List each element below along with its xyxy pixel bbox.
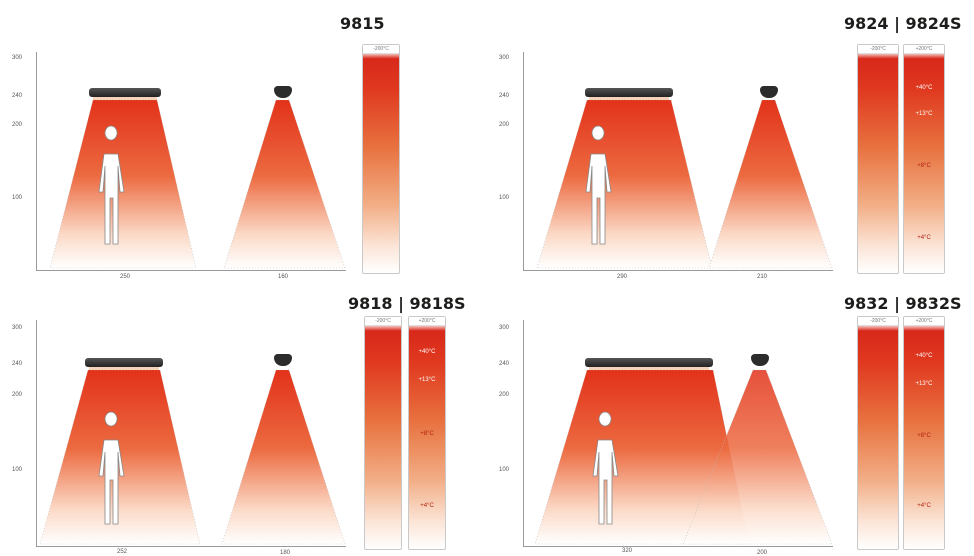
panel-title: 9824 | 9824S bbox=[844, 14, 962, 33]
diagram-panel-9824: 9824 | 9824S 300 240 200 100 290 210 -20… bbox=[487, 0, 974, 280]
y-axis bbox=[36, 52, 37, 270]
y-tick-label: 100 bbox=[12, 195, 23, 201]
y-tick-label: 240 bbox=[499, 361, 510, 367]
heater-bar bbox=[585, 358, 713, 370]
x-distance-label: 250 bbox=[120, 274, 131, 280]
temperature-scale: -200°C bbox=[857, 316, 899, 550]
heat-beams bbox=[39, 369, 346, 545]
x-axis bbox=[523, 270, 833, 271]
heater-bar bbox=[85, 358, 163, 370]
person-silhouette bbox=[585, 125, 612, 245]
y-tick-label: 100 bbox=[499, 467, 510, 473]
temperature-header: -200°C bbox=[363, 45, 399, 54]
panel-title: 9832 | 9832S bbox=[844, 294, 962, 313]
x-axis bbox=[36, 546, 346, 547]
temperature-header: -200°C bbox=[858, 45, 898, 54]
y-tick-label: 240 bbox=[499, 93, 510, 99]
panel-title: 9818 | 9818S bbox=[348, 294, 466, 313]
x-distance-label: 320 bbox=[622, 548, 633, 554]
temperature-label: +8°C bbox=[917, 163, 931, 169]
temperature-scale-labelled: +200°C +40°C +13°C +8°C +4°C bbox=[903, 316, 945, 550]
y-axis bbox=[523, 52, 524, 270]
heat-beam-narrow bbox=[221, 369, 346, 545]
x-axis bbox=[523, 546, 833, 547]
x-axis bbox=[36, 270, 346, 271]
y-tick-label: 300 bbox=[499, 55, 510, 61]
x-distance-label: 252 bbox=[117, 549, 128, 555]
diagram-panel-9815: 9815 300 240 200 100 250 160 -200°C bbox=[0, 0, 487, 280]
temperature-scale: -200°C bbox=[362, 44, 400, 274]
heat-beam-narrow bbox=[682, 369, 833, 545]
temperature-scale: -200°C bbox=[857, 44, 899, 274]
temperature-label: +4°C bbox=[420, 503, 434, 509]
person-silhouette bbox=[98, 411, 125, 525]
y-tick-label: 240 bbox=[12, 361, 23, 367]
temperature-label: +13°C bbox=[915, 111, 933, 117]
person-silhouette bbox=[98, 125, 125, 245]
temperature-label: +8°C bbox=[420, 431, 434, 437]
temperature-label: +40°C bbox=[418, 349, 436, 355]
temperature-label: +13°C bbox=[418, 377, 436, 383]
temperature-label: +4°C bbox=[917, 235, 931, 241]
temperature-scale-labelled: +200°C +40°C +13°C +8°C +4°C bbox=[903, 44, 945, 274]
heater-dome bbox=[274, 354, 292, 366]
y-tick-label: 100 bbox=[499, 195, 510, 201]
panel-title: 9815 bbox=[340, 14, 385, 33]
diagram-panel-9832: 9832 | 9832S 300 240 200 100 320 200 -20… bbox=[487, 278, 974, 556]
temperature-header: +200°C bbox=[904, 45, 944, 54]
person-silhouette bbox=[592, 411, 619, 525]
heat-beams bbox=[49, 99, 346, 269]
temperature-scale: -200°C bbox=[364, 316, 402, 550]
heat-beam-narrow bbox=[223, 99, 346, 269]
y-tick-label: 200 bbox=[12, 122, 23, 128]
heater-dome bbox=[274, 86, 292, 98]
heater-bar bbox=[585, 88, 673, 100]
x-distance-label: 290 bbox=[617, 274, 628, 280]
temperature-label: +8°C bbox=[917, 433, 931, 439]
x-distance-label: 160 bbox=[278, 274, 289, 280]
y-tick-label: 200 bbox=[499, 122, 510, 128]
y-tick-label: 200 bbox=[12, 392, 23, 398]
temperature-label: +4°C bbox=[917, 503, 931, 509]
heat-beams bbox=[534, 369, 833, 545]
heat-beam-narrow bbox=[708, 99, 833, 269]
temperature-scale-labelled: +200°C +40°C +13°C +8°C +4°C bbox=[408, 316, 446, 550]
heat-beam-wide bbox=[536, 99, 713, 269]
y-tick-label: 200 bbox=[499, 392, 510, 398]
x-distance-label: 180 bbox=[280, 550, 291, 556]
y-tick-label: 300 bbox=[12, 325, 23, 331]
heater-dome bbox=[760, 86, 778, 98]
temperature-header: +200°C bbox=[904, 317, 944, 326]
heat-beams bbox=[536, 99, 833, 269]
y-axis bbox=[523, 320, 524, 546]
diagram-panel-9818: 9818 | 9818S 300 240 200 100 252 180 -20… bbox=[0, 278, 487, 556]
y-tick-label: 300 bbox=[499, 325, 510, 331]
heater-bar bbox=[89, 88, 161, 100]
y-axis bbox=[36, 320, 37, 546]
temperature-label: +40°C bbox=[915, 353, 933, 359]
y-tick-label: 300 bbox=[12, 55, 23, 61]
y-tick-label: 100 bbox=[12, 467, 23, 473]
x-distance-label: 210 bbox=[757, 274, 768, 280]
temperature-header: +200°C bbox=[409, 317, 445, 326]
heater-dome bbox=[751, 354, 769, 366]
y-tick-label: 240 bbox=[12, 93, 23, 99]
temperature-header: -200°C bbox=[858, 317, 898, 326]
x-distance-label: 200 bbox=[757, 550, 768, 556]
temperature-header: -200°C bbox=[365, 317, 401, 326]
temperature-label: +40°C bbox=[915, 85, 933, 91]
temperature-label: +13°C bbox=[915, 381, 933, 387]
